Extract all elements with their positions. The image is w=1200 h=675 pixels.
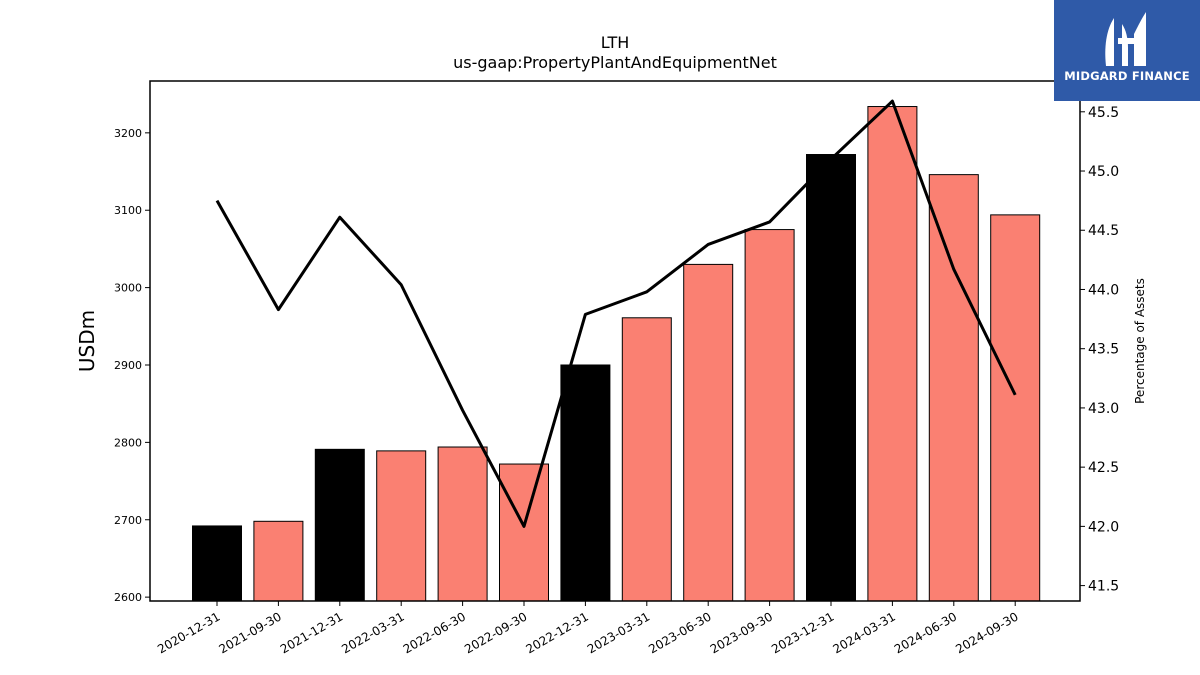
brand-name: MIDGARD FINANCE: [1064, 69, 1190, 83]
x-tick-label: 2024-06-30: [892, 609, 959, 656]
x-tick-label: 2022-12-31: [523, 609, 590, 656]
chart-title: LTH: [601, 33, 630, 52]
bar-2022-09-30: [499, 463, 549, 602]
bar-2022-03-31: [376, 450, 427, 602]
y2-tick-label: 43.5: [1088, 342, 1119, 358]
bar-2024-03-31: [867, 106, 918, 602]
x-tick-label: 2023-12-31: [769, 609, 836, 656]
y-tick-label: 3100: [114, 204, 142, 217]
bar-2022-12-31: [560, 364, 611, 602]
plot-frame: [149, 80, 1081, 602]
y-tick-label: 2900: [114, 359, 142, 372]
brand-logo: MIDGARD FINANCE: [1054, 0, 1200, 101]
y2-tick-label: 42.5: [1088, 460, 1119, 476]
x-tick-label: 2024-03-31: [830, 609, 897, 656]
x-tick-label: 2021-12-31: [278, 609, 345, 656]
y2-axis-label: Percentage of Assets: [1133, 278, 1147, 404]
bar-2023-03-31: [621, 317, 672, 602]
y2-tick-label: 45.0: [1088, 164, 1119, 180]
y2-tick-label: 43.0: [1088, 401, 1119, 417]
x-tick-label: 2020-12-31: [155, 609, 222, 656]
x-axis: 2020-12-312021-09-302021-12-312022-03-31…: [155, 601, 1021, 656]
x-tick-label: 2023-03-31: [585, 609, 652, 656]
y-tick-label: 3000: [114, 282, 142, 295]
x-tick-label: 2021-09-30: [216, 609, 283, 656]
y-axis-label: USDm: [75, 310, 99, 372]
y-tick-label: 2800: [114, 436, 142, 449]
x-tick-label: 2022-09-30: [462, 609, 529, 656]
bar-2023-09-30: [744, 229, 795, 602]
bar-2022-06-30: [437, 446, 488, 602]
x-tick-label: 2022-03-31: [339, 609, 406, 656]
y2-tick-label: 44.0: [1088, 282, 1119, 298]
bar-2023-12-31: [806, 154, 856, 602]
chart-subtitle: us-gaap:PropertyPlantAndEquipmentNet: [453, 53, 777, 72]
bar-2024-06-30: [928, 174, 979, 602]
y2-tick-label: 42.0: [1088, 519, 1119, 535]
y-tick-label: 2700: [114, 514, 142, 527]
y2-tick-label: 41.5: [1088, 579, 1119, 595]
y2-tick-label: 45.5: [1088, 105, 1119, 121]
x-tick-label: 2023-09-30: [708, 609, 775, 656]
y2-axis: 41.5 42.0 42.5 43.0 43.5 44.0 44.5 45.0 45.5: [1080, 105, 1119, 595]
y-tick-label: 3200: [114, 127, 142, 140]
y-axis: 2600 2700 2800 2900 3000 3100 3200: [114, 127, 150, 604]
line-group: [215, 99, 1017, 528]
line-series: [215, 99, 1017, 528]
bar-2024-09-30: [990, 214, 1041, 602]
midgard-logo-icon: [1105, 12, 1146, 66]
x-tick-label: 2024-09-30: [953, 609, 1020, 656]
bar-2021-12-31: [314, 448, 365, 602]
bar-2020-12-31: [192, 525, 242, 602]
y-tick-label: 2600: [114, 591, 142, 604]
bar-2023-06-30: [683, 263, 734, 602]
y2-tick-label: 44.5: [1088, 223, 1119, 239]
x-tick-label: 2023-06-30: [646, 609, 713, 656]
bar-group: [192, 106, 1041, 602]
bar-2021-09-30: [253, 520, 304, 602]
x-tick-label: 2022-06-30: [401, 609, 468, 656]
